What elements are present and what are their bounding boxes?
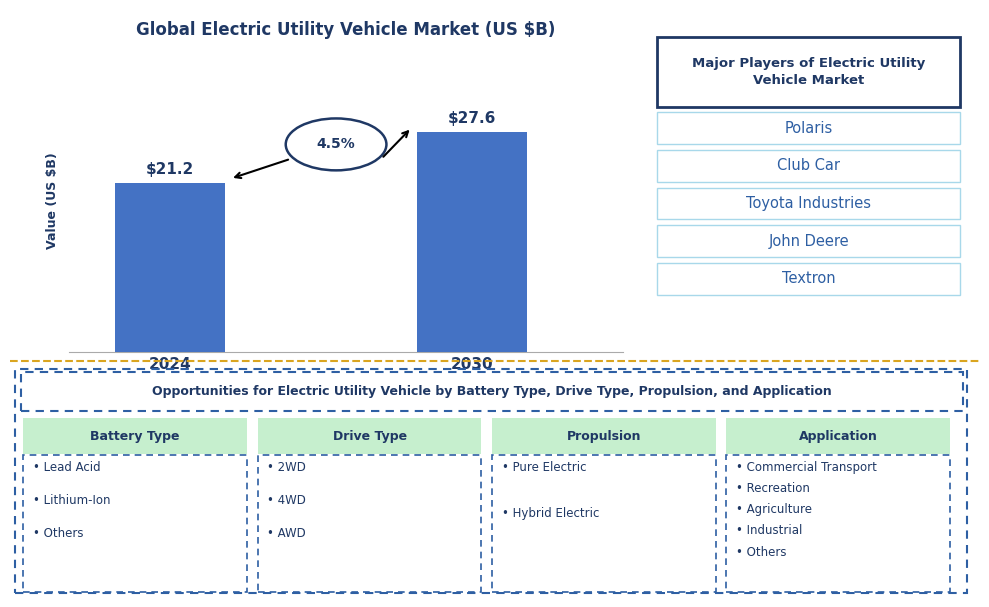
FancyBboxPatch shape	[658, 112, 959, 144]
Bar	[115, 183, 225, 352]
Text: • AWD: • AWD	[267, 527, 307, 540]
Text: Drive Type: Drive Type	[332, 430, 406, 443]
FancyBboxPatch shape	[493, 418, 716, 454]
FancyBboxPatch shape	[658, 225, 959, 257]
FancyBboxPatch shape	[24, 418, 247, 454]
Text: $21.2: $21.2	[145, 162, 194, 177]
FancyBboxPatch shape	[726, 455, 950, 592]
Text: • 2WD: • 2WD	[267, 461, 307, 473]
Text: • Pure Electric: • Pure Electric	[501, 461, 586, 473]
Text: • Agriculture: • Agriculture	[736, 503, 812, 516]
FancyBboxPatch shape	[658, 188, 959, 219]
Text: • Industrial: • Industrial	[736, 524, 802, 537]
Text: • Others: • Others	[736, 546, 786, 558]
Text: • Recreation: • Recreation	[736, 482, 810, 495]
FancyBboxPatch shape	[24, 455, 247, 592]
Text: • Others: • Others	[33, 527, 83, 540]
FancyBboxPatch shape	[658, 263, 959, 295]
Text: Toyota Industries: Toyota Industries	[746, 196, 871, 211]
FancyBboxPatch shape	[15, 369, 967, 593]
FancyBboxPatch shape	[258, 455, 482, 592]
Text: 4.5%: 4.5%	[316, 137, 355, 151]
Text: Propulsion: Propulsion	[567, 430, 641, 443]
Text: • Lithium-Ion: • Lithium-Ion	[33, 494, 111, 507]
Bar	[416, 132, 527, 352]
Text: John Deere: John Deere	[768, 234, 849, 249]
Text: Polaris: Polaris	[784, 121, 833, 135]
Text: Application: Application	[799, 430, 877, 443]
Text: • Lead Acid: • Lead Acid	[33, 461, 101, 473]
FancyBboxPatch shape	[22, 372, 962, 411]
Text: • Commercial Transport: • Commercial Transport	[736, 461, 877, 473]
FancyBboxPatch shape	[493, 455, 716, 592]
Y-axis label: Value (US $B): Value (US $B)	[45, 152, 58, 249]
Text: • 4WD: • 4WD	[267, 494, 307, 507]
Title: Global Electric Utility Vehicle Market (US $B): Global Electric Utility Vehicle Market (…	[136, 21, 556, 39]
Text: $27.6: $27.6	[448, 111, 496, 126]
FancyBboxPatch shape	[726, 418, 950, 454]
Text: Major Players of Electric Utility
Vehicle Market: Major Players of Electric Utility Vehicl…	[692, 57, 925, 87]
FancyBboxPatch shape	[258, 418, 482, 454]
Text: Club Car: Club Car	[777, 158, 840, 173]
Text: Opportunities for Electric Utility Vehicle by Battery Type, Drive Type, Propulsi: Opportunities for Electric Utility Vehic…	[152, 385, 832, 398]
Text: Textron: Textron	[781, 271, 836, 287]
Text: Source: Lucintel: Source: Lucintel	[499, 399, 613, 412]
FancyBboxPatch shape	[658, 150, 959, 181]
Text: • Hybrid Electric: • Hybrid Electric	[501, 507, 599, 520]
Text: Battery Type: Battery Type	[91, 430, 180, 443]
FancyBboxPatch shape	[658, 37, 959, 107]
